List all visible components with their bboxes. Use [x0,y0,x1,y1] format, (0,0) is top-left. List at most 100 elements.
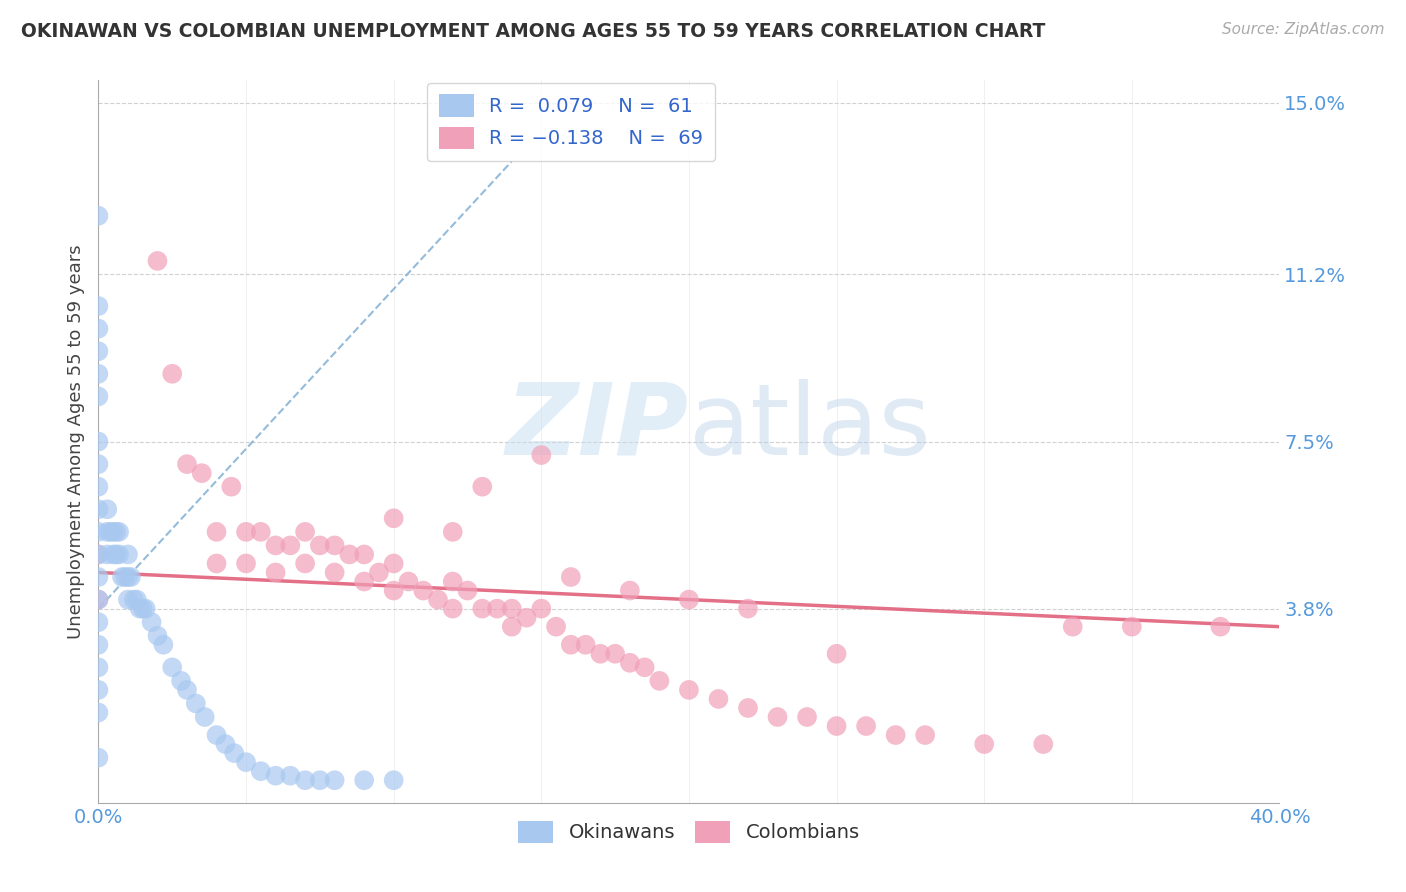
Point [235,524,257,539]
Point [111,570,134,584]
Point [501,620,523,634]
Point [105,548,128,562]
Point [87,344,110,359]
Point [87,321,110,335]
Point [605,647,627,661]
Point [87,592,110,607]
Point [368,566,391,580]
Point [87,434,110,449]
Point [87,706,110,720]
Point [619,656,641,670]
Point [884,728,907,742]
Point [96,502,118,516]
Point [530,448,553,462]
Point [87,615,110,630]
Point [619,583,641,598]
Point [87,592,110,607]
Point [87,299,110,313]
Point [441,574,464,589]
Point [294,773,316,788]
Point [214,737,236,751]
Point [184,697,207,711]
Point [87,457,110,471]
Point [471,601,494,615]
Point [634,660,657,674]
Point [87,209,110,223]
Point [87,682,110,697]
Point [141,615,163,630]
Point [382,583,405,598]
Point [103,548,125,562]
Point [1062,620,1084,634]
Point [973,737,995,751]
Point [108,524,131,539]
Point [796,710,818,724]
Point [87,570,110,584]
Point [737,601,759,615]
Point [382,773,405,788]
Point [146,253,169,268]
Point [205,524,228,539]
Point [132,601,155,615]
Point [87,480,110,494]
Point [309,538,332,552]
Point [516,610,538,624]
Point [152,638,174,652]
Point [264,769,287,783]
Point [294,524,316,539]
Point [103,524,125,539]
Point [678,592,700,607]
Point [250,524,273,539]
Point [575,638,598,652]
Point [855,719,877,733]
Point [170,673,193,688]
Point [87,367,110,381]
Point [87,524,110,539]
Point [96,548,118,562]
Point [87,638,110,652]
Point [457,583,479,598]
Point [309,773,332,788]
Point [87,750,110,764]
Text: atlas: atlas [689,378,931,475]
Point [122,592,145,607]
Point [353,773,375,788]
Point [412,583,434,598]
Point [339,548,361,562]
Point [264,566,287,580]
Point [205,728,228,742]
Point [280,769,302,783]
Point [382,511,405,525]
Point [560,570,582,584]
Point [501,601,523,615]
Point [108,548,131,562]
Point [135,601,157,615]
Point [162,660,183,674]
Point [914,728,936,742]
Point [120,570,142,584]
Point [87,389,110,403]
Point [235,755,257,769]
Point [1032,737,1054,751]
Point [194,710,217,724]
Text: ZIP: ZIP [506,378,689,475]
Point [427,592,450,607]
Point [648,673,671,688]
Point [678,682,700,697]
Point [294,557,316,571]
Point [280,538,302,552]
Point [98,524,121,539]
Point [87,660,110,674]
Point [382,557,405,571]
Text: Source: ZipAtlas.com: Source: ZipAtlas.com [1222,22,1385,37]
Point [737,701,759,715]
Point [353,574,375,589]
Point [117,570,139,584]
Point [589,647,612,661]
Point [176,682,198,697]
Y-axis label: Unemployment Among Ages 55 to 59 years: Unemployment Among Ages 55 to 59 years [66,244,84,639]
Point [162,367,183,381]
Point [221,480,243,494]
Point [224,746,246,760]
Point [353,548,375,562]
